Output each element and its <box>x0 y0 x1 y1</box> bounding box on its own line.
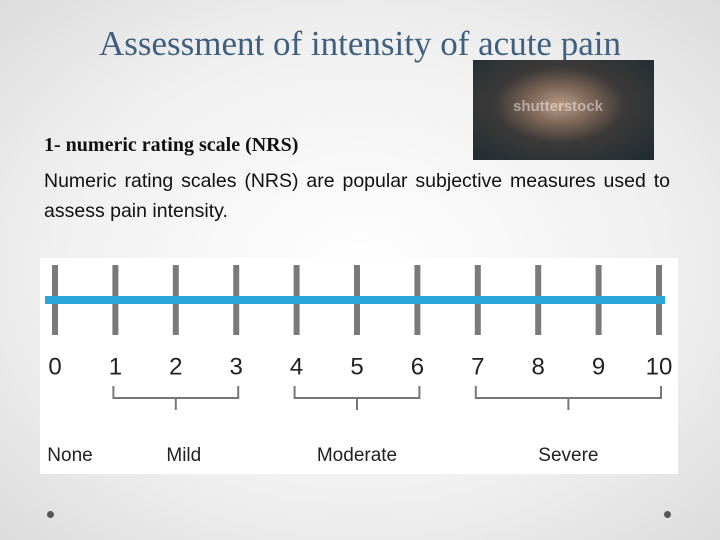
bracket <box>112 386 240 410</box>
subtitle: 1- numeric rating scale (NRS) <box>44 134 299 156</box>
group-label: None <box>47 445 92 466</box>
scale-number: 10 <box>646 353 673 380</box>
body-text: Numeric rating scales (NRS) are popular … <box>44 170 670 222</box>
bullet <box>47 511 54 518</box>
rating-scale: 0 1 2 3 4 5 6 7 8 9 10 None Mild Moderate Severe <box>40 258 678 474</box>
slide-title: Assessment of intensity of acute pain <box>99 24 621 63</box>
bracket <box>293 386 421 410</box>
photo: shutterstock <box>473 60 654 160</box>
scale-number: 4 <box>290 353 303 380</box>
watermark: shutterstock <box>513 98 604 115</box>
scale-number: 9 <box>592 353 605 380</box>
scale-line <box>45 296 665 304</box>
bracket <box>474 386 662 410</box>
scale-number: 5 <box>350 353 363 380</box>
scale-number: 6 <box>411 353 424 380</box>
scale-number: 3 <box>230 353 243 380</box>
group-label: Moderate <box>317 445 397 466</box>
scale-number: 7 <box>471 353 484 380</box>
group-label: Severe <box>538 445 598 466</box>
group-label: Mild <box>166 445 201 466</box>
scale-number: 8 <box>532 353 545 380</box>
scale-number: 1 <box>109 353 122 380</box>
scale-number: 0 <box>48 353 61 380</box>
bullet <box>664 511 671 518</box>
scale-number: 2 <box>169 353 182 380</box>
